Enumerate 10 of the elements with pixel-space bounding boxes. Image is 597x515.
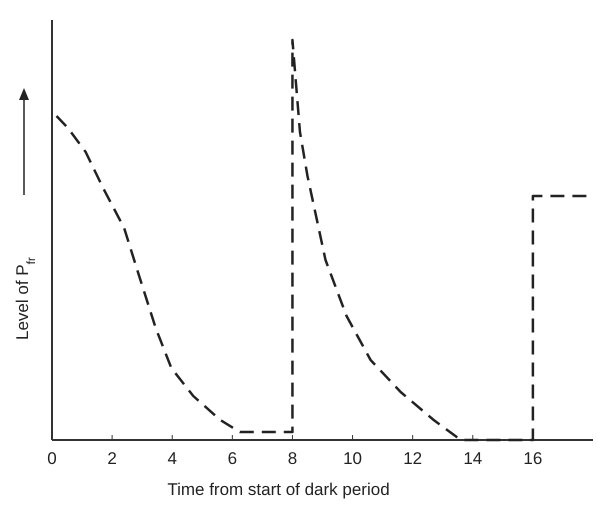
x-axis-title: Time from start of dark period	[167, 480, 390, 499]
x-tick-label: 4	[167, 449, 177, 468]
x-tick-label: 10	[343, 449, 362, 468]
x-tick-label: 6	[228, 449, 238, 468]
x-tick-label: 0	[47, 449, 57, 468]
x-tick-label: 12	[403, 449, 422, 468]
x-tick-label: 14	[463, 449, 482, 468]
x-tick-label: 2	[107, 449, 117, 468]
x-tick-label: 8	[288, 449, 298, 468]
x-tick-label: 16	[523, 449, 542, 468]
